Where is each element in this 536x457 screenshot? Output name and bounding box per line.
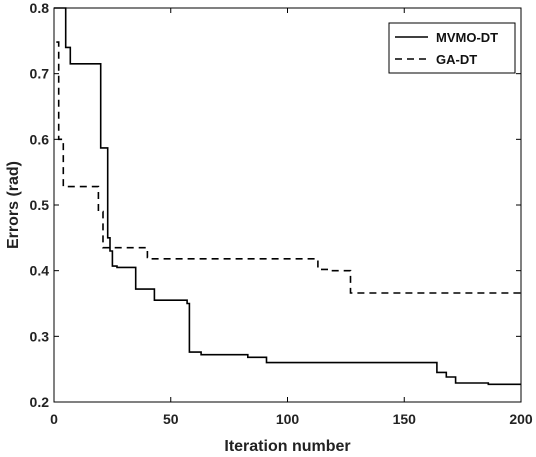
x-axis-title: Iteration number xyxy=(224,438,350,455)
series-line-mvmo-dt xyxy=(54,7,521,386)
y-tick-label: 0.5 xyxy=(30,197,50,213)
x-tick-label: 200 xyxy=(509,411,533,427)
y-tick-label: 0.4 xyxy=(30,263,50,279)
legend-label-mvmo-dt: MVMO-DT xyxy=(436,30,498,45)
tick-layer: 0 50 100 150 200 0.2 0.3 0.4 0.5 0.6 0.7 0.8 xyxy=(30,0,533,427)
y-tick-label: 0.7 xyxy=(30,66,50,82)
legend: MVMO-DT GA-DT xyxy=(388,22,516,74)
y-tick-label: 0.2 xyxy=(30,394,50,410)
x-tick-label: 150 xyxy=(393,411,417,427)
series-layer xyxy=(54,7,521,386)
y-tick-label: 0.6 xyxy=(30,131,50,147)
legend-box xyxy=(388,22,516,74)
legend-label-ga-dt: GA-DT xyxy=(436,52,477,67)
series-line-ga-dt xyxy=(56,41,521,294)
x-tick-label: 100 xyxy=(276,411,300,427)
y-tick-label: 0.3 xyxy=(30,328,50,344)
y-tick-label: 0.8 xyxy=(30,0,50,16)
x-tick-label: 50 xyxy=(163,411,179,427)
y-axis-title: Errors (rad) xyxy=(5,161,22,249)
x-tick-label: 0 xyxy=(50,411,58,427)
